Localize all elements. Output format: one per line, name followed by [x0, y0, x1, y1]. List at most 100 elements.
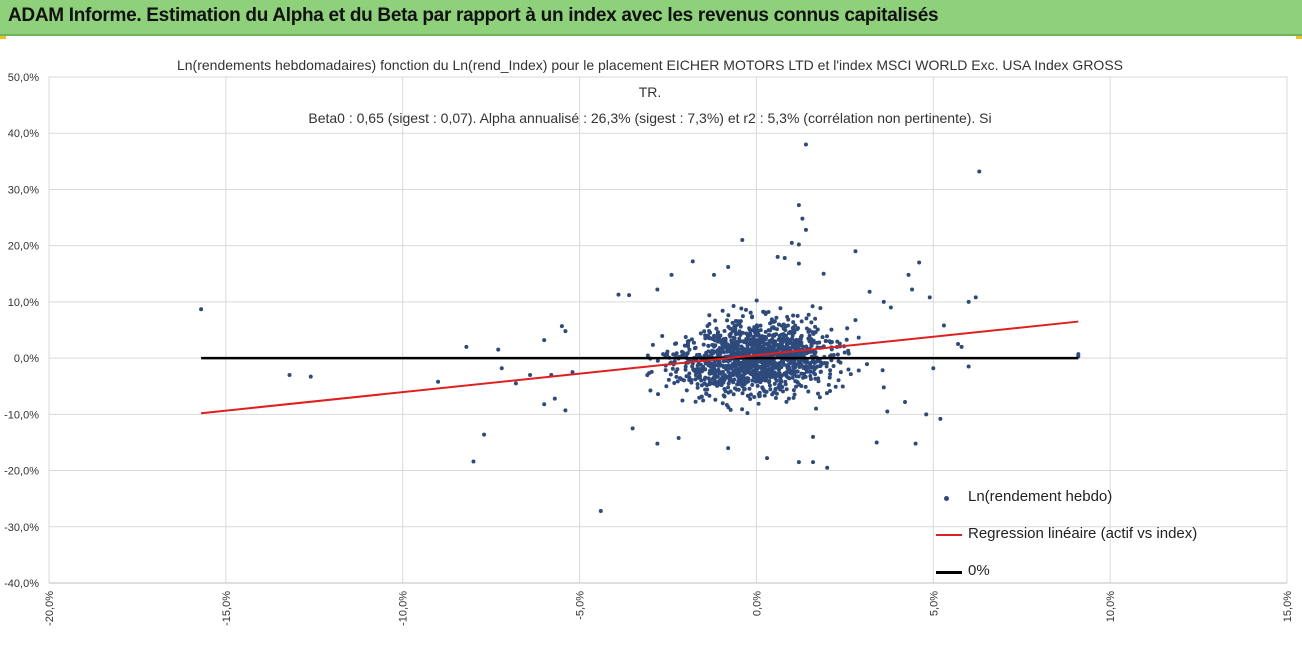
y-tick-label: -30,0% — [4, 522, 39, 534]
data-point — [616, 292, 621, 297]
data-point — [737, 338, 742, 343]
data-point — [730, 320, 735, 325]
data-point — [748, 392, 753, 397]
y-tick-label: -10,0% — [4, 409, 39, 421]
data-point — [794, 384, 799, 389]
data-point — [966, 364, 971, 369]
data-point — [648, 388, 653, 393]
data-point — [707, 329, 712, 334]
data-point — [799, 319, 804, 324]
data-point — [792, 345, 797, 350]
data-point — [874, 440, 879, 445]
data-point — [686, 338, 691, 343]
data-point — [853, 249, 858, 254]
chart-title-line-3: Beta0 : 0,65 (sigest : 0,07). Alpha annu… — [308, 110, 992, 126]
data-point — [796, 374, 801, 379]
data-point — [853, 318, 858, 323]
data-point — [791, 395, 796, 400]
data-point — [811, 460, 816, 465]
data-point — [833, 384, 838, 389]
data-point — [655, 287, 660, 292]
x-tick-label: 5,0% — [928, 591, 940, 616]
data-point — [684, 374, 689, 379]
data-point — [710, 348, 715, 353]
data-point — [803, 374, 808, 379]
data-point — [713, 338, 718, 343]
data-point — [661, 352, 666, 357]
data-point — [798, 337, 803, 342]
data-point — [726, 363, 731, 368]
data-point — [754, 338, 759, 343]
data-point — [732, 353, 737, 358]
data-point — [794, 379, 799, 384]
data-point — [795, 313, 800, 318]
data-point — [674, 341, 679, 346]
data-point — [777, 322, 782, 327]
data-point — [888, 305, 893, 310]
data-point — [710, 342, 715, 347]
data-point — [665, 349, 670, 354]
data-point — [728, 389, 733, 394]
y-tick-label: -40,0% — [4, 578, 39, 590]
data-point — [762, 346, 767, 351]
data-point — [741, 374, 746, 379]
data-point — [496, 347, 501, 352]
data-point — [674, 351, 679, 356]
data-point — [784, 347, 789, 352]
data-point — [660, 334, 665, 339]
data-point — [728, 375, 733, 380]
data-point — [649, 369, 654, 374]
data-point — [818, 306, 823, 311]
data-point — [780, 358, 785, 363]
data-point — [737, 368, 742, 373]
data-point — [745, 341, 750, 346]
data-point — [809, 320, 814, 325]
data-point — [770, 337, 775, 342]
data-point — [786, 337, 791, 342]
data-point — [748, 396, 753, 401]
data-point — [763, 312, 768, 317]
data-point — [764, 389, 769, 394]
data-point — [793, 323, 798, 328]
data-point — [702, 381, 707, 386]
data-point — [761, 367, 766, 372]
data-point — [758, 376, 763, 381]
data-point — [780, 384, 785, 389]
data-point — [880, 368, 885, 373]
x-tick-label: -20,0% — [44, 591, 56, 626]
data-point — [559, 324, 564, 329]
data-point — [790, 333, 795, 338]
data-point — [740, 363, 745, 368]
data-point — [735, 373, 740, 378]
data-point — [681, 378, 686, 383]
data-point — [751, 334, 756, 339]
data-point — [791, 313, 796, 318]
data-point — [799, 351, 804, 356]
data-point — [683, 367, 688, 372]
data-point — [784, 387, 789, 392]
data-point — [436, 379, 441, 384]
data-point — [745, 411, 750, 416]
data-point — [697, 352, 702, 357]
data-point — [721, 364, 726, 369]
data-point — [738, 324, 743, 329]
data-point — [287, 372, 292, 377]
data-point — [809, 365, 814, 370]
data-point — [699, 383, 704, 388]
data-point — [683, 334, 688, 339]
data-point — [768, 387, 773, 392]
data-point — [835, 352, 840, 357]
data-point — [739, 306, 744, 311]
data-point — [701, 398, 706, 403]
data-point — [706, 343, 711, 348]
data-point — [820, 335, 825, 340]
data-point — [760, 359, 765, 364]
data-point — [831, 363, 836, 368]
y-tick-label: 30,0% — [8, 184, 39, 196]
data-point — [881, 385, 886, 390]
data-point — [767, 358, 772, 363]
chart-title-line-2: TR. — [638, 84, 662, 100]
data-point — [756, 373, 761, 378]
data-point — [790, 375, 795, 380]
data-point — [650, 342, 655, 347]
